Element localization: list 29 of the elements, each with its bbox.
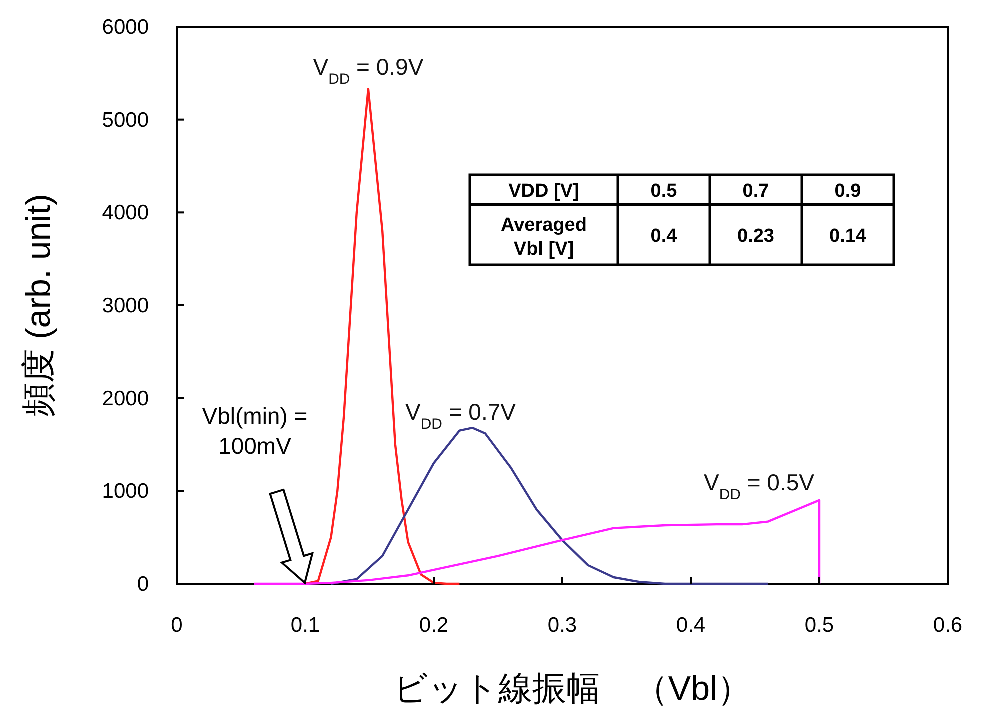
y-tick-label: 0 [137, 573, 149, 596]
y-tick-label: 2000 [102, 387, 149, 410]
y-tick-label: 4000 [102, 202, 149, 225]
annotation: 0.23 [738, 226, 774, 247]
y-tick-label: 5000 [102, 108, 149, 132]
x-tick-label: 0.3 [548, 614, 578, 637]
series-label: V$_{DD}$ = 0.5V [704, 469, 816, 503]
annotation: VDD [V] [508, 181, 580, 202]
x-axis-title: ビット線振幅 （Vbl） [393, 670, 752, 708]
line-series [253, 499, 821, 586]
annotation: Averaged Vbl [V] [501, 215, 587, 260]
x-tick-label: 0.1 [290, 614, 320, 637]
y-tick-label: 3000 [102, 294, 149, 318]
x-tick-label: 0.6 [933, 614, 963, 637]
annotation: 0.7 [742, 181, 770, 202]
y-tick-label: 1000 [102, 480, 149, 504]
annotation: 0.4 [650, 226, 678, 247]
y-tick-label: 6000 [102, 16, 149, 39]
annotation: Vbl(min) = 100mV [202, 403, 308, 459]
x-tick-label: 0.5 [804, 614, 834, 637]
x-tick-label: 0.4 [676, 614, 706, 637]
series-label: V$_{DD}$ = 0.9V [313, 54, 424, 88]
y-axis-title: 頻度 (arb. unit) [20, 194, 58, 417]
x-tick-label: 0.2 [419, 614, 449, 637]
x-tick-label: 0 [171, 614, 183, 637]
series-label: V$_{DD}$ = 0.7V [406, 399, 517, 433]
annotation: 0.5 [650, 181, 678, 202]
annotation: 0.14 [830, 226, 867, 247]
annotation: 0.9 [834, 181, 862, 202]
